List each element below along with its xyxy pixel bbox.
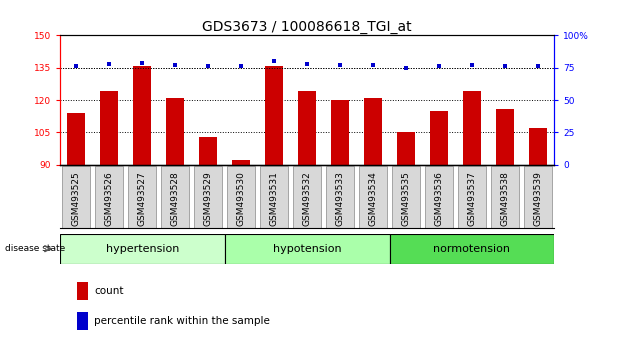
FancyBboxPatch shape [293,166,321,228]
Point [467,62,477,68]
Title: GDS3673 / 100086618_TGI_at: GDS3673 / 100086618_TGI_at [202,21,412,34]
Bar [77,282,88,300]
Point [368,62,378,68]
Point [434,64,444,69]
Point [236,64,246,69]
FancyBboxPatch shape [359,166,387,228]
Point [203,64,213,69]
Text: percentile rank within the sample: percentile rank within the sample [94,316,270,326]
Point [401,65,411,70]
Bar [529,128,547,165]
FancyBboxPatch shape [225,234,389,264]
Text: hypotension: hypotension [273,244,341,254]
Text: GSM493532: GSM493532 [302,171,312,226]
Bar [67,113,86,165]
Text: disease state: disease state [5,244,65,253]
Text: GSM493526: GSM493526 [105,171,114,226]
Point [269,58,279,64]
FancyBboxPatch shape [95,166,123,228]
Bar [397,132,415,165]
Text: GSM493538: GSM493538 [500,171,510,226]
FancyBboxPatch shape [458,166,486,228]
Point [170,62,180,68]
Point [302,61,312,67]
Text: GSM493527: GSM493527 [138,171,147,226]
FancyBboxPatch shape [389,234,554,264]
FancyBboxPatch shape [425,166,453,228]
Text: GSM493539: GSM493539 [534,171,542,226]
Bar [364,98,382,165]
FancyBboxPatch shape [194,166,222,228]
Text: GSM493529: GSM493529 [203,171,213,226]
Point [71,64,81,69]
FancyBboxPatch shape [392,166,420,228]
Text: GSM493525: GSM493525 [72,171,81,226]
Bar [77,313,88,330]
FancyBboxPatch shape [60,234,225,264]
Bar [166,98,185,165]
Text: GSM493530: GSM493530 [237,171,246,226]
Text: normotension: normotension [433,244,510,254]
FancyBboxPatch shape [161,166,189,228]
Text: GSM493536: GSM493536 [435,171,444,226]
FancyBboxPatch shape [326,166,354,228]
Bar [463,91,481,165]
FancyBboxPatch shape [129,166,156,228]
FancyBboxPatch shape [524,166,552,228]
Bar [298,91,316,165]
Point [137,60,147,65]
Point [533,64,543,69]
Bar [100,91,118,165]
Text: GSM493535: GSM493535 [401,171,411,226]
FancyBboxPatch shape [227,166,255,228]
FancyBboxPatch shape [260,166,288,228]
Bar [430,111,448,165]
Text: GSM493533: GSM493533 [336,171,345,226]
Text: hypertension: hypertension [106,244,179,254]
Bar [133,65,151,165]
FancyBboxPatch shape [62,166,90,228]
Text: GSM493531: GSM493531 [270,171,278,226]
Point [335,62,345,68]
FancyBboxPatch shape [491,166,519,228]
Bar [496,109,514,165]
Text: GSM493534: GSM493534 [369,171,377,226]
Point [105,61,115,67]
Bar [331,100,349,165]
Text: count: count [94,286,123,296]
Bar [199,137,217,165]
Text: GSM493537: GSM493537 [467,171,476,226]
Text: GSM493528: GSM493528 [171,171,180,226]
Point [500,64,510,69]
Bar [232,160,250,165]
Bar [265,65,284,165]
